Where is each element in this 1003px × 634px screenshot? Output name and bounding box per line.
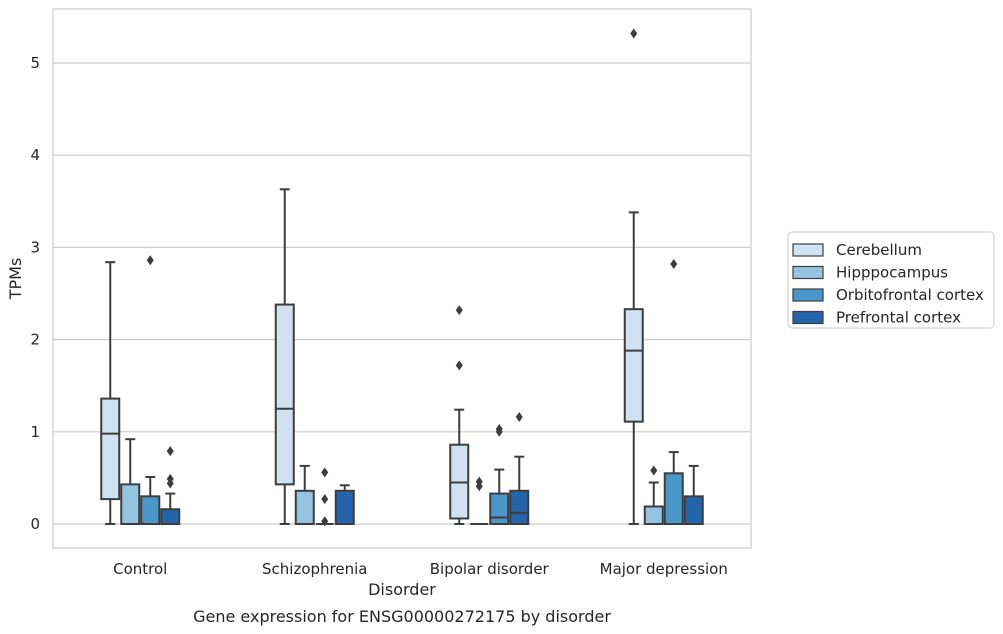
plot-frame	[52, 8, 752, 549]
x-tick-label: Bipolar disorder	[430, 560, 550, 578]
box-body	[334, 489, 355, 526]
x-tick-label: Control	[113, 560, 167, 578]
legend-label: Cerebellum	[836, 241, 922, 259]
box-2-1	[470, 476, 489, 525]
box-body	[489, 492, 510, 526]
box-body	[643, 505, 664, 525]
box-2-2	[489, 424, 510, 526]
box-body	[509, 489, 530, 526]
box-body	[663, 472, 684, 526]
y-tick-label: 0	[30, 515, 40, 533]
x-tick-labels: Control Schizophrenia Bipolar disorder Majo…	[113, 560, 728, 578]
y-tick-label: 3	[30, 238, 40, 256]
x-axis-title: Disorder	[368, 580, 436, 599]
legend-label: Hipppocampus	[836, 264, 948, 282]
box-body	[160, 508, 181, 525]
y-tick-labels: 0 1 2 3 4 5	[30, 54, 40, 533]
outlier-point	[455, 360, 463, 371]
legend-swatch	[792, 243, 824, 257]
box-2-0	[449, 305, 470, 525]
outlier-point	[166, 473, 174, 484]
box-body	[120, 483, 141, 526]
plot-area	[100, 28, 704, 527]
legend-frame	[787, 231, 995, 329]
box-3-0	[623, 28, 644, 525]
box-body	[100, 397, 121, 501]
box-0-2	[140, 255, 161, 525]
outlier-point	[455, 305, 463, 316]
box-0-0	[100, 261, 121, 525]
box-body	[683, 495, 704, 525]
box-body	[294, 489, 315, 526]
y-tick-label: 2	[30, 331, 40, 349]
outlier-point	[166, 446, 174, 457]
y-tick-label: 5	[30, 54, 40, 72]
y-tick-label: 1	[30, 423, 40, 441]
legend-swatch	[792, 288, 824, 302]
chart-caption: Gene expression for ENSG00000272175 by d…	[193, 607, 611, 626]
box-body	[274, 303, 295, 486]
box-1-3	[334, 484, 355, 526]
outlier-point	[515, 412, 523, 423]
legend: Cerebellum Hipppocampus Orbitofrontal cort…	[787, 231, 995, 329]
legend-label: Orbitofrontal cortex	[836, 286, 984, 304]
box-2-3	[509, 412, 530, 526]
box-1-0	[274, 188, 295, 525]
outlier-point	[321, 467, 329, 478]
box-0-3	[160, 446, 181, 525]
outlier-point	[670, 258, 678, 269]
box-1-1	[294, 464, 315, 526]
legend-swatch	[792, 310, 824, 325]
outlier-point	[650, 465, 658, 476]
outlier-point	[321, 516, 329, 527]
outlier-point	[146, 255, 154, 266]
y-axis-title: TPMs	[6, 258, 25, 301]
legend-label: Prefrontal cortex	[836, 309, 961, 327]
outlier-point	[630, 28, 638, 39]
gridlines	[53, 62, 751, 525]
outlier-point	[321, 494, 329, 505]
box-1-2	[315, 467, 334, 527]
box-0-1	[120, 438, 141, 526]
x-tick-label: Schizophrenia	[262, 560, 367, 578]
outlier-point	[495, 424, 503, 435]
outlier-point	[475, 476, 483, 487]
box-3-2	[663, 258, 684, 526]
legend-swatch	[792, 265, 824, 280]
box-body	[140, 495, 161, 525]
y-tick-label: 4	[30, 146, 40, 164]
box-3-1	[643, 465, 664, 525]
box-body	[623, 308, 644, 423]
box-3-3	[683, 464, 704, 525]
x-tick-label: Major depression	[600, 560, 728, 578]
